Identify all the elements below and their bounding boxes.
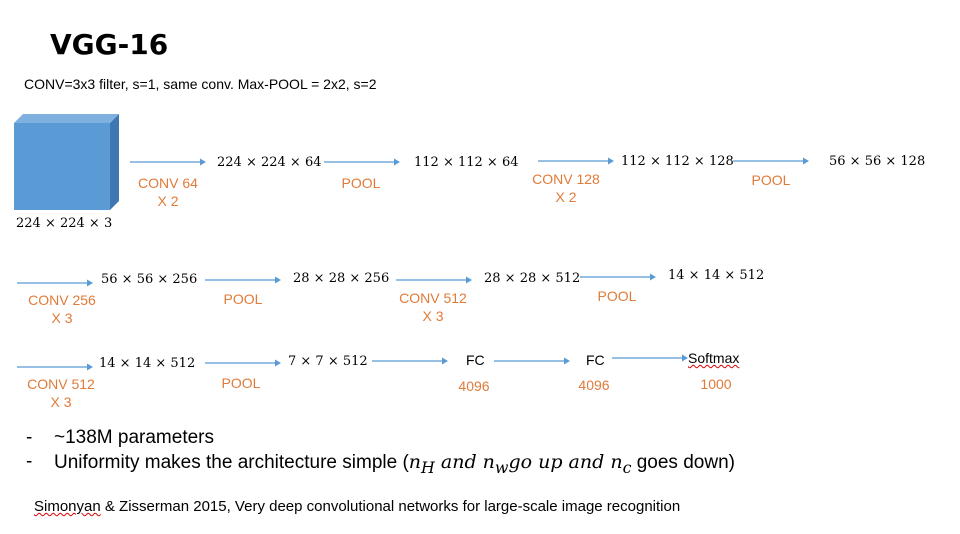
- dim-224x224x64: 224 × 224 × 64: [217, 155, 322, 170]
- arrow: [372, 356, 448, 366]
- math-var: n: [482, 451, 495, 473]
- op-pool: POOL: [751, 172, 791, 188]
- cube-front-face: [14, 123, 110, 210]
- fc1-label: FC: [466, 352, 485, 368]
- dim-28x28x512: 28 × 28 × 512: [484, 271, 581, 286]
- arrow: [494, 356, 570, 366]
- dim-7x7x512: 7 × 7 × 512: [288, 354, 368, 369]
- fc1-units: 4096: [458, 378, 490, 394]
- dim-112x112x128: 112 × 112 × 128: [621, 154, 734, 169]
- op-repeat: X 2: [555, 189, 577, 205]
- math-subscript: c: [622, 457, 632, 477]
- op-conv64-x2: CONV 64 X 2: [128, 174, 208, 210]
- dim-28x28x256: 28 × 28 × 256: [293, 271, 390, 286]
- dim-56x56x128: 56 × 56 × 128: [829, 154, 926, 169]
- arrow: [396, 275, 472, 285]
- op-label: CONV 512: [399, 290, 467, 306]
- input-volume-cube: [14, 114, 119, 210]
- arrow: [17, 278, 93, 288]
- bullet-dash: -: [26, 451, 33, 472]
- arrow: [324, 157, 400, 167]
- cube-top-face: [14, 114, 119, 123]
- op-repeat: X 3: [50, 394, 72, 410]
- arrow: [538, 156, 614, 166]
- math-and: and: [434, 451, 483, 473]
- op-pool: POOL: [597, 288, 637, 304]
- text-segment: Uniformity makes the architecture simple…: [54, 452, 409, 473]
- math-var: n: [610, 451, 623, 473]
- op-label: CONV 256: [28, 292, 96, 308]
- op-repeat: X 3: [422, 308, 444, 324]
- fc2-units: 4096: [578, 377, 610, 393]
- arrow: [205, 275, 281, 285]
- math-nw: nw: [482, 451, 509, 477]
- dim-56x56x256: 56 × 56 × 256: [101, 272, 198, 287]
- arrow: [130, 157, 206, 167]
- bullet-dash: -: [26, 427, 33, 448]
- op-label: CONV 128: [532, 171, 600, 187]
- slide-title: VGG-16: [50, 28, 169, 61]
- math-var: n: [408, 451, 422, 473]
- dim-14x14x512: 14 × 14 × 512: [668, 268, 765, 283]
- citation-author: Simonyan: [34, 498, 101, 515]
- op-conv512-x3: CONV 512 X 3: [18, 375, 104, 411]
- math-go-up: go up and: [508, 451, 611, 473]
- op-label: CONV 64: [138, 175, 198, 191]
- subtitle: CONV=3x3 filter, s=1, same conv. Max-POO…: [24, 76, 377, 92]
- arrow: [205, 358, 281, 368]
- arrow: [733, 156, 809, 166]
- bullet-list: - ~138M parameters - Uniformity makes th…: [26, 426, 735, 480]
- op-pool: POOL: [223, 291, 263, 307]
- op-label: CONV 512: [27, 376, 95, 392]
- arrow: [17, 362, 93, 372]
- dim-14x14x512: 14 × 14 × 512: [99, 356, 196, 371]
- citation-rest: & Zisserman 2015, Very deep convolutiona…: [100, 498, 681, 515]
- op-conv256-x3: CONV 256 X 3: [20, 291, 104, 327]
- op-pool: POOL: [221, 375, 261, 391]
- softmax-units: 1000: [700, 376, 732, 392]
- math-subscript: w: [494, 457, 509, 477]
- math-subscript: H: [421, 457, 435, 477]
- op-repeat: X 2: [157, 193, 179, 209]
- arrow: [580, 272, 656, 282]
- bullet-text: ~138M parameters: [54, 427, 214, 448]
- arrow: [612, 353, 688, 363]
- softmax-label: Softmax: [688, 350, 740, 366]
- op-pool: POOL: [341, 175, 381, 191]
- dim-112x112x64: 112 × 112 × 64: [414, 155, 519, 170]
- cube-side-face: [110, 114, 119, 210]
- op-repeat: X 3: [51, 310, 73, 326]
- fc2-label: FC: [586, 352, 605, 368]
- math-nH: nH: [408, 451, 435, 477]
- bullet-text: Uniformity makes the architecture simple…: [54, 450, 735, 480]
- citation: Simonyan & Zisserman 2015, Very deep con…: [34, 498, 680, 515]
- input-dim-label: 224 × 224 × 3: [16, 216, 113, 231]
- op-conv512-x3: CONV 512 X 3: [390, 289, 476, 325]
- text-segment: goes down): [631, 452, 735, 473]
- bullet-item: - Uniformity makes the architecture simp…: [26, 450, 735, 480]
- op-conv128-x2: CONV 128 X 2: [522, 170, 610, 206]
- bullet-item: - ~138M parameters: [26, 426, 735, 450]
- math-nc: nc: [610, 451, 631, 477]
